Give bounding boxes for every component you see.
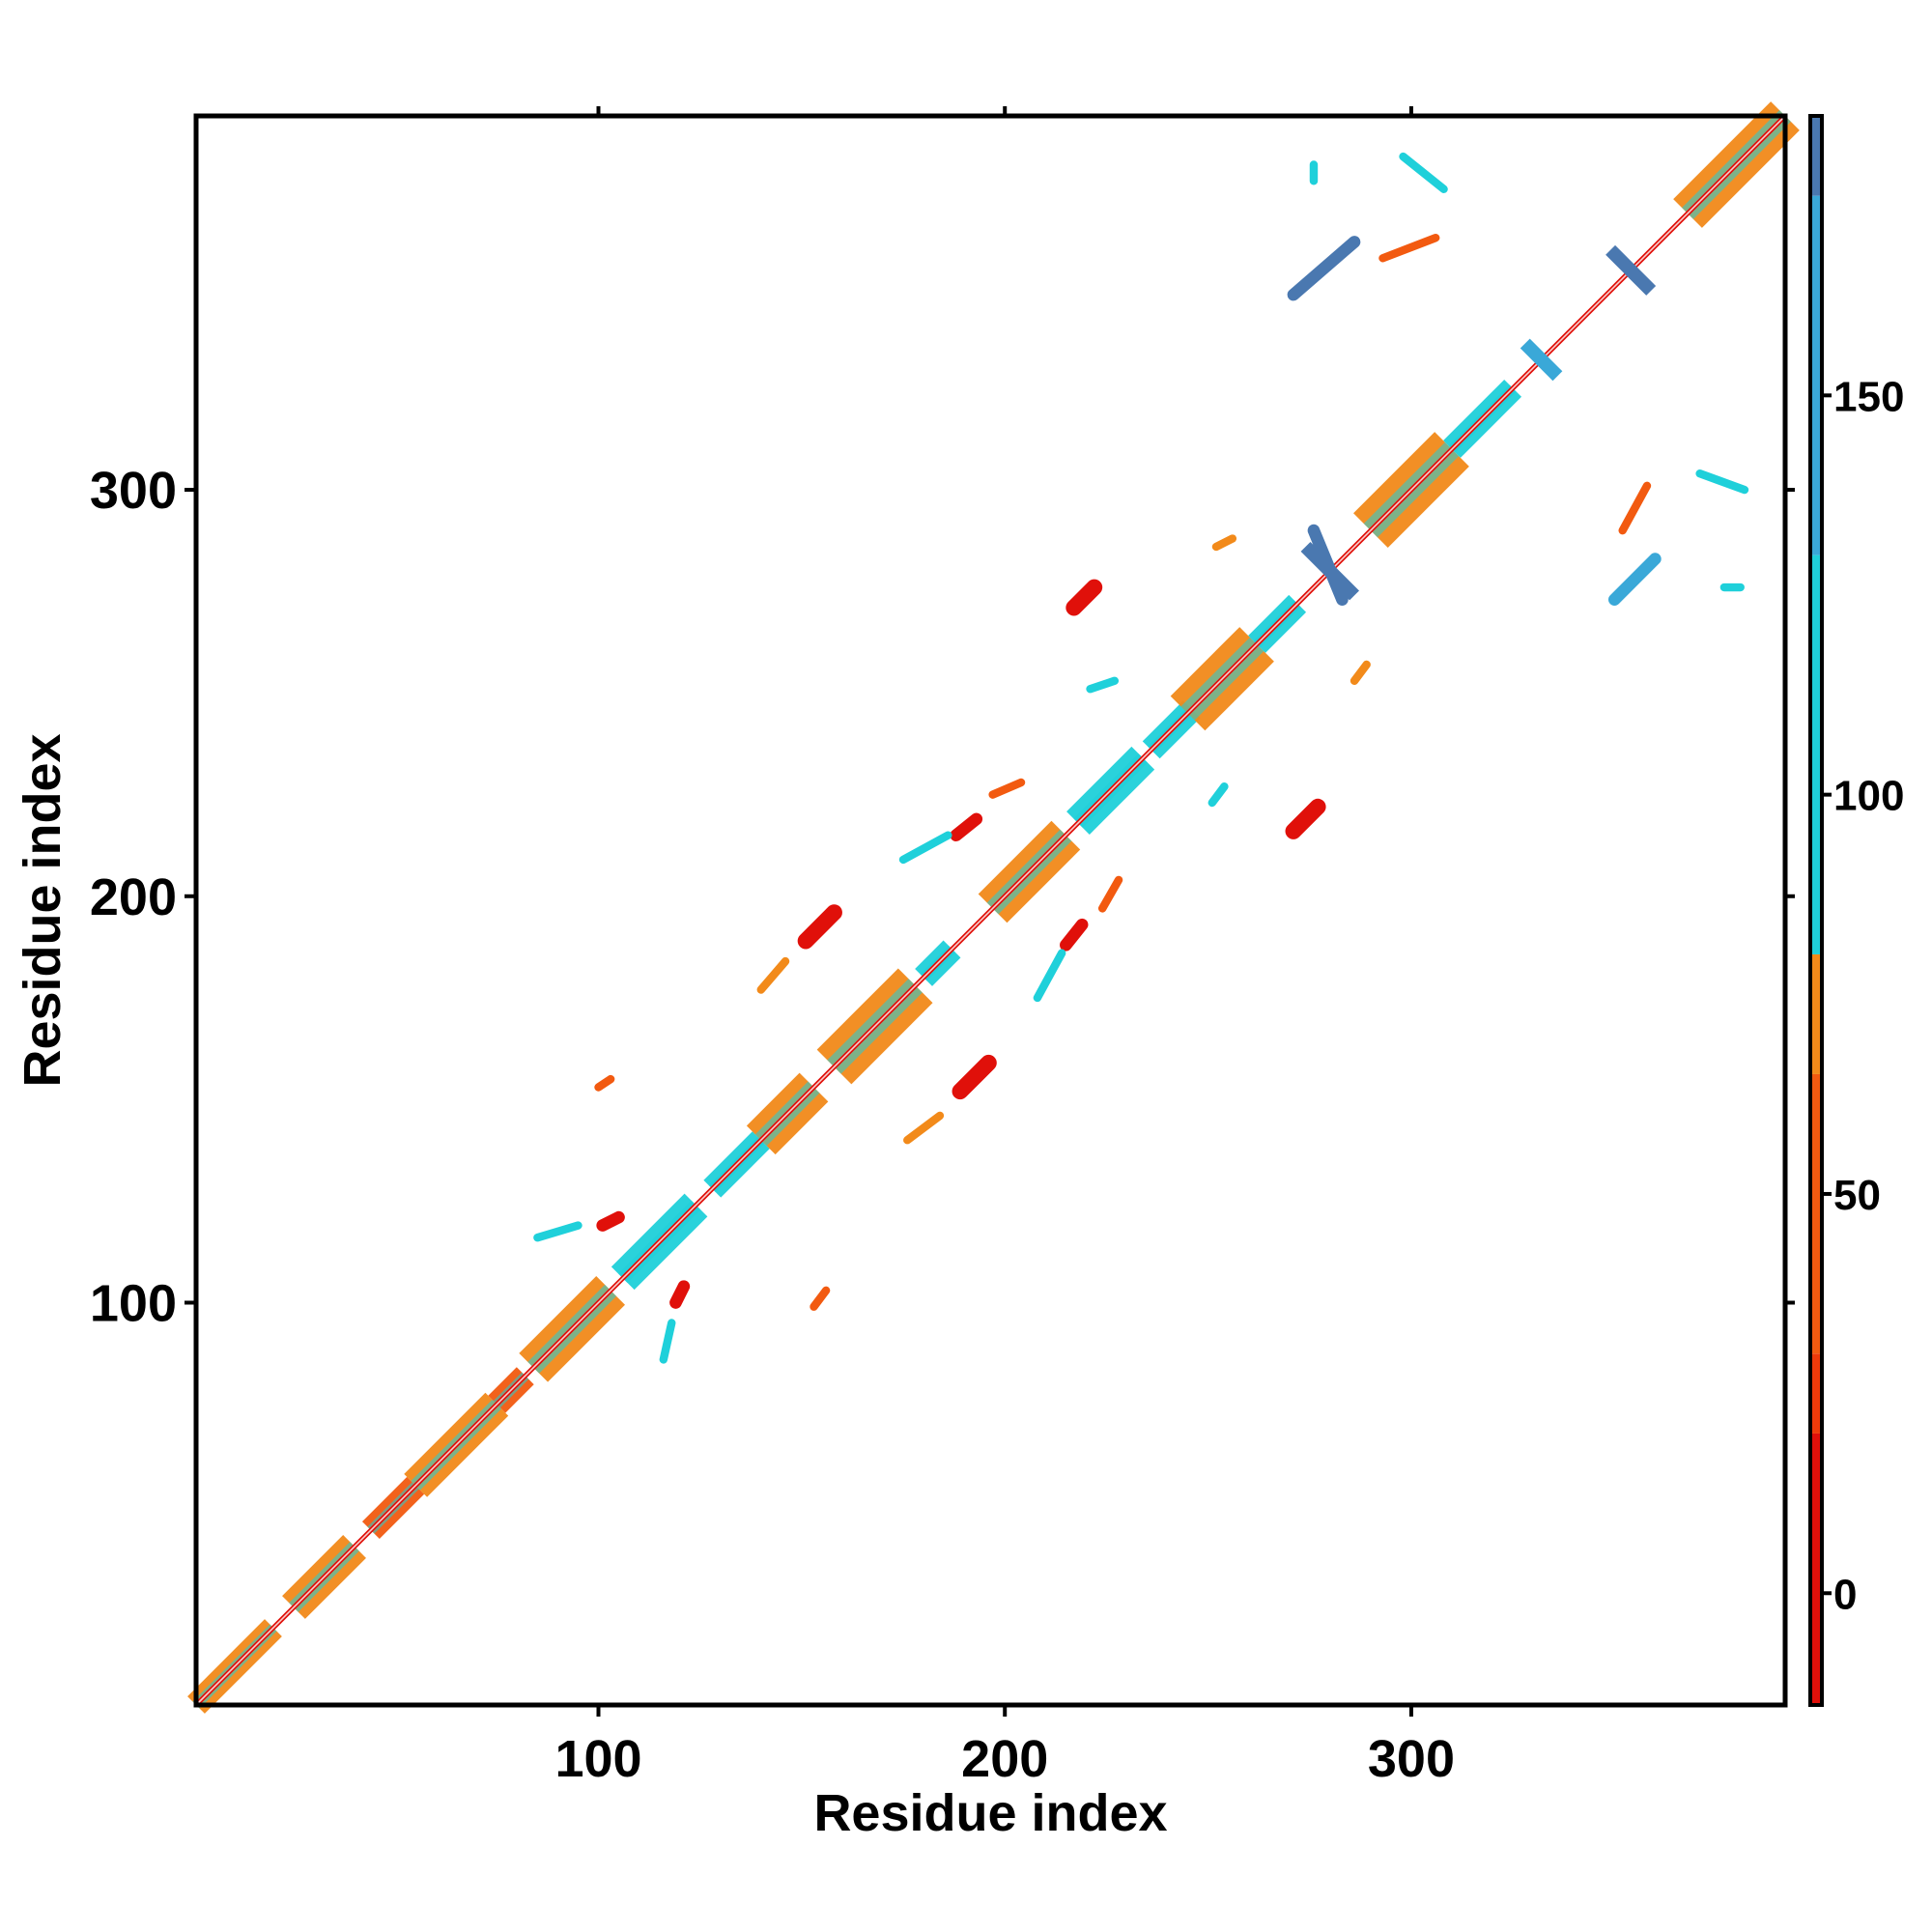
y-tick-label-300: 300 (90, 462, 177, 520)
contact-patch-2 (1065, 579, 1103, 616)
contact-patch-5 (1060, 918, 1089, 952)
colorbar-band-4 (1810, 554, 1822, 954)
colorbar-band-1 (1810, 1353, 1822, 1434)
contact-patch-22 (659, 1319, 676, 1364)
contact-patch-19 (988, 778, 1026, 799)
colorbar-tick-label-150: 150 (1833, 373, 1904, 420)
contact-patch-21 (533, 1221, 582, 1242)
x-tick-label-200: 200 (961, 1730, 1048, 1788)
contact-patch-23 (810, 1286, 831, 1311)
contact-patch-6 (669, 1280, 691, 1309)
contact-patch-3 (1285, 798, 1326, 839)
contact-patch-17 (756, 956, 790, 994)
colorbar-frame (1808, 114, 1824, 1707)
contact-patch-12 (1695, 469, 1749, 495)
y-axis-label: Residue index (14, 733, 71, 1087)
plot-area (187, 101, 1800, 1714)
colorbar-band-3 (1810, 953, 1822, 1074)
diagonal-cross-1 (1520, 338, 1563, 382)
contact-patch-24 (594, 1074, 615, 1092)
contact-patch-28 (1208, 781, 1229, 808)
contact-patch-8 (1307, 524, 1349, 606)
diagonal-cross-2 (1605, 244, 1657, 296)
contact-patch-9 (1287, 236, 1361, 301)
colorbar-band-0 (1810, 1433, 1822, 1705)
x-axis-label: Residue index (813, 1784, 1167, 1842)
x-tick-label-100: 100 (554, 1730, 641, 1788)
axes: 100 200 300 100 200 300 (90, 106, 1795, 1788)
colorbar-tick-label-50: 50 (1833, 1172, 1881, 1219)
colorbar-band-2 (1810, 1073, 1822, 1354)
contact-patch-20 (1097, 875, 1123, 913)
colorbar-band-6 (1810, 116, 1822, 196)
contact-patch-25 (1350, 660, 1371, 686)
contact-patch-27 (1086, 676, 1120, 694)
colorbar: 0 50 100 150 (1808, 114, 1904, 1707)
colorbar-tick-label-100: 100 (1833, 773, 1904, 820)
contact-patch-14 (1618, 481, 1652, 535)
contact-patch-11 (1399, 152, 1448, 193)
contact-patch-10 (1607, 553, 1662, 606)
contact-patch-0 (952, 1054, 997, 1100)
colorbar-band-5 (1810, 195, 1822, 555)
y-tick-label-100: 100 (90, 1274, 177, 1332)
contact-patch-1 (797, 904, 842, 950)
contact-patch-26 (1211, 534, 1237, 552)
plot-frame (193, 113, 1788, 1708)
contact-patch-16 (1033, 949, 1066, 1003)
contact-patch-15 (898, 831, 952, 865)
x-tick-label-300: 300 (1368, 1730, 1455, 1788)
colorbar-tick-label-0: 0 (1833, 1571, 1857, 1618)
contact-patch-18 (903, 1111, 945, 1145)
contact-patch-7 (596, 1210, 625, 1232)
diagonal-center (195, 115, 1786, 1706)
contact-patch-13 (1378, 234, 1440, 263)
y-tick-label-200: 200 (90, 868, 177, 926)
contact-patch-4 (950, 812, 983, 841)
